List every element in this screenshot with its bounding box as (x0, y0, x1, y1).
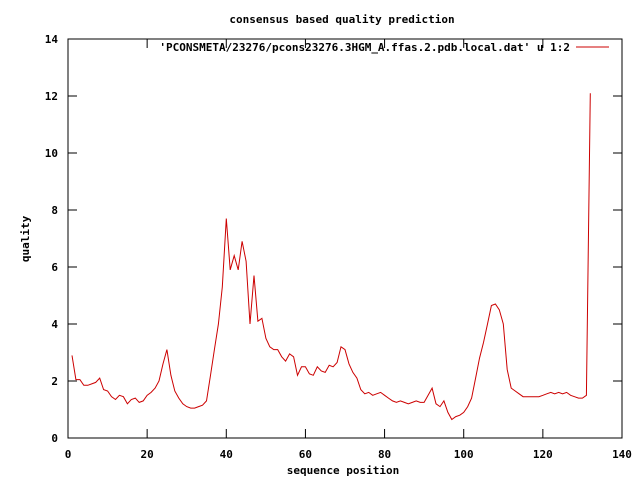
plot-frame (67, 38, 623, 439)
x-tick-label: 100 (454, 448, 474, 461)
y-tick-label: 14 (45, 33, 59, 46)
x-tick-label: 60 (299, 448, 312, 461)
x-tick-label: 20 (141, 448, 154, 461)
x-tick-label: 120 (533, 448, 553, 461)
y-tick-label: 4 (51, 318, 58, 331)
x-axis-ticks: 0 20 40 60 80 100 120 140 (65, 39, 632, 461)
y-tick-label: 2 (51, 375, 58, 388)
y-tick-label: 8 (51, 204, 58, 217)
y-axis-label: quality (19, 215, 32, 262)
series-line-quality (71, 93, 591, 421)
x-tick-label: 80 (378, 448, 391, 461)
y-tick-label: 6 (51, 261, 58, 274)
y-tick-label: 0 (51, 432, 58, 445)
chart-title: consensus based quality prediction (229, 13, 454, 26)
y-axis-ticks: 0 2 4 6 8 10 12 14 (45, 33, 622, 445)
legend: 'PCONSMETA/23276/pcons23276.3HGM_A.ffas.… (159, 41, 609, 54)
x-tick-label: 140 (612, 448, 632, 461)
x-axis-label: sequence position (287, 464, 400, 477)
y-tick-label: 12 (45, 90, 58, 103)
y-tick-label: 10 (45, 147, 58, 160)
x-tick-label: 40 (220, 448, 233, 461)
legend-entry-label: 'PCONSMETA/23276/pcons23276.3HGM_A.ffas.… (159, 41, 570, 54)
x-tick-label: 0 (65, 448, 72, 461)
